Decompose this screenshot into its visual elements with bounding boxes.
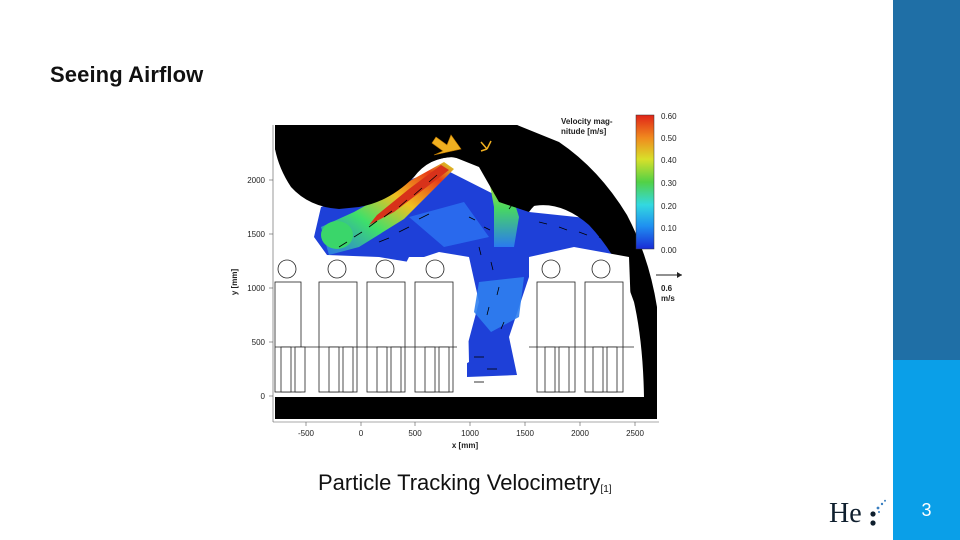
y-tick-label: 500 (252, 338, 266, 347)
figure-caption: Particle Tracking Velocimetry[1] (318, 470, 612, 496)
colorbar (635, 114, 655, 250)
colorbar-tick: 0.30 (661, 179, 677, 188)
caption-text: Particle Tracking Velocimetry (318, 470, 601, 495)
x-tick-label: 2500 (626, 429, 644, 438)
inlet-arrow-small (480, 140, 492, 152)
floor-geometry (275, 397, 657, 419)
page-number: 3 (921, 500, 932, 520)
x-tick-label: 1000 (461, 429, 479, 438)
y-axis-ticks (269, 179, 273, 397)
colorbar-tick: 0.40 (661, 156, 677, 165)
company-logo: He (829, 499, 889, 529)
y-tick-label: 1000 (247, 284, 265, 293)
x-tick-label: 1500 (516, 429, 534, 438)
velocity-vectors (338, 174, 608, 383)
reference-vector-unit: m/s (661, 294, 675, 303)
colorbar-tick: 0.60 (661, 112, 677, 121)
inlet-arrows (431, 134, 492, 156)
plot-axes (272, 125, 659, 423)
sidebar-bottom-band (893, 360, 960, 540)
x-tick-label: 2000 (571, 429, 589, 438)
y-tick-label: 2000 (247, 176, 265, 185)
y-axis-label: y [mm] (230, 269, 239, 296)
colorbar-tick: 0.20 (661, 202, 677, 211)
y-tick-label: 0 (261, 392, 266, 401)
colorbar-title-line1: Velocity mag- (561, 117, 613, 126)
flow-light-patch (474, 277, 524, 332)
caption-reference: [1] (600, 484, 612, 495)
x-tick-label: 500 (408, 429, 422, 438)
flow-green-spot (321, 221, 353, 249)
passenger-row-left (274, 259, 457, 393)
colorbar-title-line2: nitude [m/s] (561, 127, 607, 136)
x-axis-label: x [mm] (452, 441, 479, 450)
x-tick-label: -500 (298, 429, 315, 438)
inlet-arrow-large (431, 134, 462, 156)
reference-vector-value: 0.6 (661, 284, 673, 293)
colorbar-tick: 0.00 (661, 246, 677, 255)
x-axis-ticks (305, 422, 636, 426)
reference-vector: 0.6 m/s (656, 272, 682, 303)
flow-jet-left-core (369, 165, 449, 225)
ptv-flow-field-image: 2000 1500 1000 500 0 y [mm] -500 0 500 1… (230, 112, 682, 450)
slide-title: Seeing Airflow (50, 62, 204, 87)
ceiling-edge (275, 125, 657, 397)
x-tick-label: 0 (359, 429, 364, 438)
ptv-figure: 2000 1500 1000 500 0 y [mm] -500 0 500 1… (229, 107, 691, 452)
logo-text: He (829, 498, 862, 529)
colorbar-tick: 0.10 (661, 224, 677, 233)
passenger-row-right (529, 259, 634, 393)
flow-light-patch (409, 202, 489, 247)
sidebar-top-band (893, 0, 960, 360)
y-tick-label: 1500 (247, 230, 265, 239)
logo-dots-icon (870, 499, 886, 526)
colorbar-tick: 0.50 (661, 134, 677, 143)
